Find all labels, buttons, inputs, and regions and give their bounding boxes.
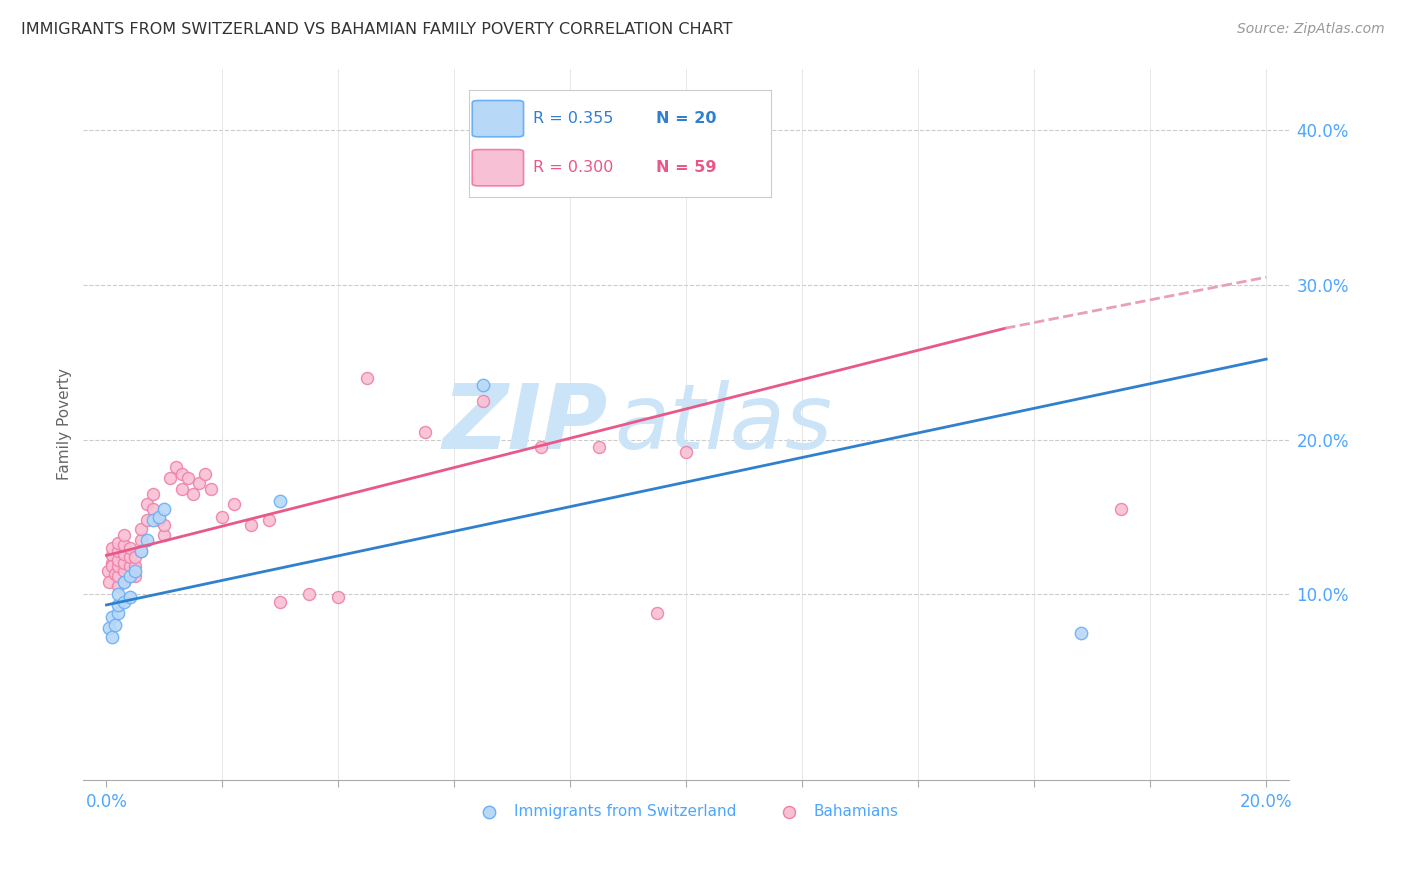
Point <box>107 579 129 593</box>
Point <box>269 494 291 508</box>
Point <box>142 502 165 516</box>
Point <box>222 498 245 512</box>
Point <box>104 618 127 632</box>
Point <box>124 568 146 582</box>
Point <box>472 378 495 392</box>
Point <box>112 547 135 561</box>
Point <box>530 440 553 454</box>
Point <box>98 621 121 635</box>
Point <box>112 564 135 578</box>
Point <box>101 541 124 555</box>
Point <box>153 502 176 516</box>
Point <box>165 460 187 475</box>
Point <box>170 482 193 496</box>
Point <box>1109 502 1132 516</box>
Point <box>200 482 222 496</box>
Point <box>153 528 176 542</box>
Point <box>148 509 170 524</box>
Point <box>136 513 159 527</box>
Y-axis label: Family Poverty: Family Poverty <box>58 368 72 480</box>
Point <box>159 471 181 485</box>
Point <box>675 445 697 459</box>
Point <box>112 574 135 589</box>
Point <box>176 471 198 485</box>
Point <box>118 549 141 564</box>
Point <box>107 587 129 601</box>
Text: ZIP: ZIP <box>443 380 607 468</box>
Point <box>118 559 141 574</box>
Point <box>142 486 165 500</box>
Point <box>118 591 141 605</box>
Point <box>136 498 159 512</box>
Point <box>107 536 129 550</box>
Point <box>107 568 129 582</box>
Point <box>240 517 263 532</box>
Point <box>124 559 146 574</box>
Point <box>148 513 170 527</box>
Point <box>97 564 120 578</box>
Point <box>101 631 124 645</box>
Point <box>107 598 129 612</box>
Point <box>101 559 124 574</box>
Point <box>647 606 669 620</box>
Point <box>170 467 193 481</box>
Text: IMMIGRANTS FROM SWITZERLAND VS BAHAMIAN FAMILY POVERTY CORRELATION CHART: IMMIGRANTS FROM SWITZERLAND VS BAHAMIAN … <box>21 22 733 37</box>
Point <box>101 556 124 570</box>
Point <box>124 564 146 578</box>
Point <box>269 595 291 609</box>
Point <box>107 606 129 620</box>
Point <box>112 528 135 542</box>
Point <box>1070 625 1092 640</box>
Point <box>129 522 152 536</box>
Point <box>211 509 233 524</box>
Point <box>188 475 211 490</box>
Point <box>112 574 135 589</box>
Point <box>136 533 159 547</box>
Point <box>118 541 141 555</box>
Point <box>298 587 321 601</box>
Text: Source: ZipAtlas.com: Source: ZipAtlas.com <box>1237 22 1385 37</box>
Point <box>98 574 121 589</box>
Point <box>415 425 437 439</box>
Point <box>118 568 141 582</box>
Point <box>153 517 176 532</box>
Point <box>588 440 610 454</box>
Point <box>124 549 146 564</box>
Point <box>257 513 280 527</box>
Point <box>112 556 135 570</box>
Point <box>129 544 152 558</box>
Point <box>129 533 152 547</box>
Point <box>101 549 124 563</box>
Point <box>356 370 378 384</box>
Legend: Immigrants from Switzerland, Bahamians: Immigrants from Switzerland, Bahamians <box>468 798 905 825</box>
Point <box>107 544 129 558</box>
Point <box>129 544 152 558</box>
Point <box>107 559 129 574</box>
Point <box>183 486 205 500</box>
Text: atlas: atlas <box>614 380 832 468</box>
Point <box>112 595 135 609</box>
Point <box>472 393 495 408</box>
Point <box>112 538 135 552</box>
Point <box>107 553 129 567</box>
Point <box>328 591 350 605</box>
Point <box>101 610 124 624</box>
Point <box>104 567 127 582</box>
Point <box>194 467 217 481</box>
Point <box>142 513 165 527</box>
